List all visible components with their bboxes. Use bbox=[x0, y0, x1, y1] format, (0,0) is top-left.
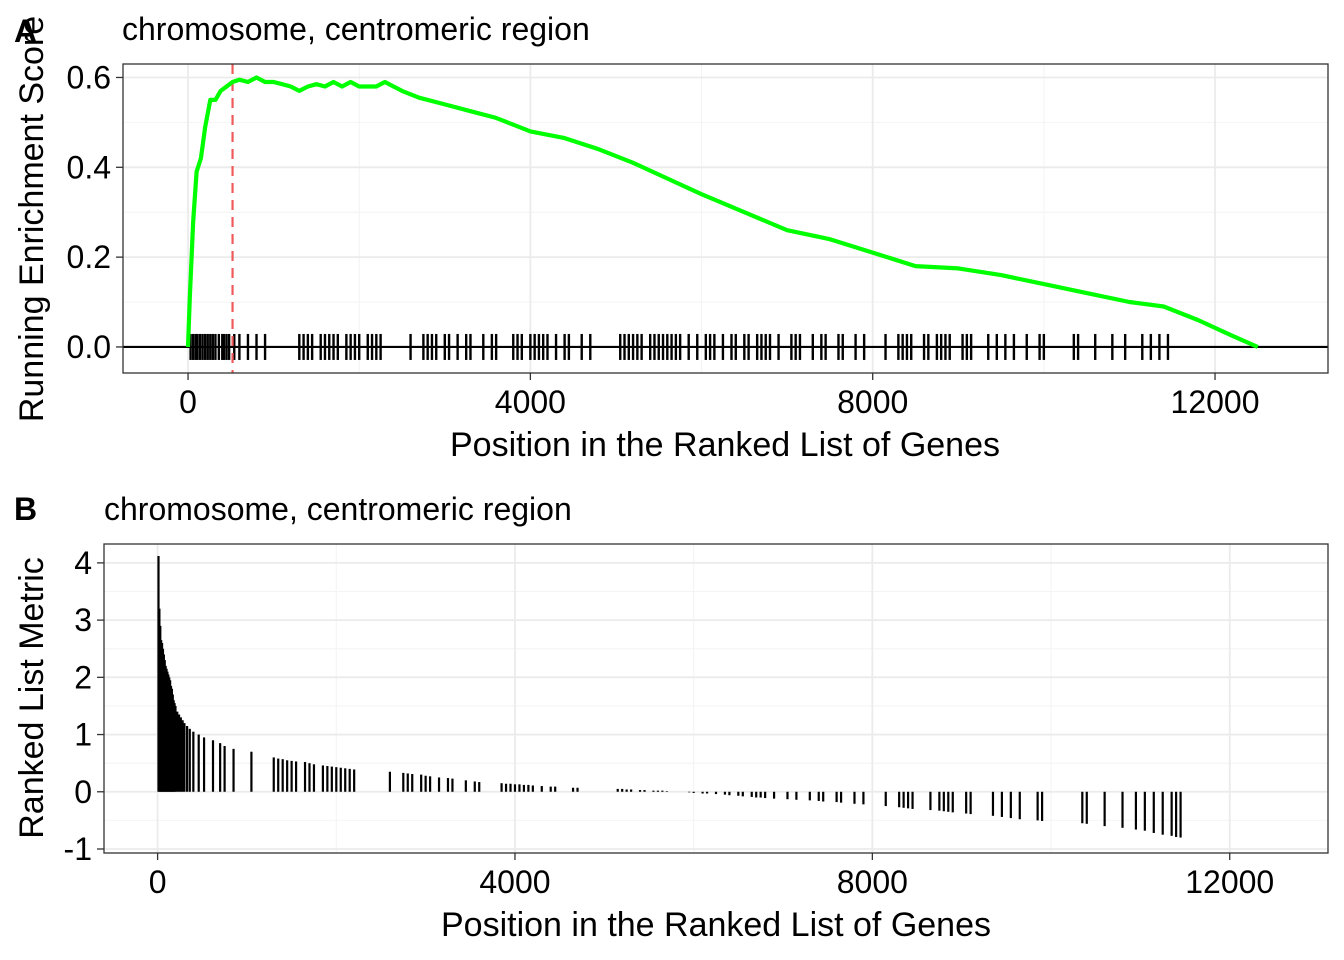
a-y-tick-label: 0.0 bbox=[67, 329, 111, 365]
a-y-tick-label: 0.6 bbox=[67, 59, 111, 95]
b-y-tick-label: 1 bbox=[74, 717, 92, 753]
panel-a-x-axis-title: Position in the Ranked List of Genes bbox=[450, 426, 1000, 464]
b-y-tick-label: -1 bbox=[64, 831, 92, 867]
a-x-tick-label: 4000 bbox=[495, 384, 566, 420]
b-x-tick-label: 8000 bbox=[837, 864, 908, 900]
panel-b-ticks: 0 4000 8000 12000 -1 0 1 2 3 4 bbox=[64, 545, 1275, 900]
a-plot-background bbox=[123, 64, 1328, 373]
b-x-tick-label: 0 bbox=[149, 864, 167, 900]
panel-a-running-score-line bbox=[185, 75, 1259, 349]
b-y-tick-label: 4 bbox=[74, 545, 92, 581]
a-y-tick-label: 0.4 bbox=[67, 149, 111, 185]
panel-b-tag: B bbox=[14, 491, 37, 527]
panel-b-frame bbox=[103, 543, 1329, 854]
panel-b-y-axis-title: Ranked List Metric bbox=[13, 557, 51, 839]
panel-b-title: chromosome, centromeric region bbox=[104, 491, 572, 527]
a-x-tick-label: 12000 bbox=[1171, 384, 1260, 420]
panel-a: A chromosome, centromeric region 0 4000 80… bbox=[13, 11, 1329, 464]
a-x-tick-label: 0 bbox=[179, 384, 197, 420]
a-x-tick-label: 8000 bbox=[837, 384, 908, 420]
panel-a-frame bbox=[122, 63, 1329, 374]
b-plot-background bbox=[104, 544, 1328, 853]
b-x-tick-label: 4000 bbox=[479, 864, 550, 900]
panel-b: B chromosome, centromeric region 0 4000 80… bbox=[13, 491, 1329, 944]
panel-b-x-axis-title: Position in the Ranked List of Genes bbox=[441, 906, 991, 944]
panel-a-ticks: 0 4000 8000 12000 0.0 0.2 0.4 0.6 bbox=[67, 59, 1260, 420]
panel-a-tag: A bbox=[14, 13, 37, 49]
b-y-tick-label: 0 bbox=[74, 774, 92, 810]
panel-b-metric-bars bbox=[157, 556, 1182, 838]
panel-a-title: chromosome, centromeric region bbox=[122, 11, 590, 47]
panel-a-grid bbox=[123, 64, 1328, 373]
a-y-tick-label: 0.2 bbox=[67, 239, 111, 275]
panel-b-grid bbox=[104, 544, 1328, 853]
b-x-tick-label: 12000 bbox=[1185, 864, 1274, 900]
b-y-tick-label: 3 bbox=[74, 602, 92, 638]
b-y-tick-label: 2 bbox=[74, 659, 92, 695]
panel-a-y-axis-title: Running Enrichment Score bbox=[13, 16, 51, 422]
